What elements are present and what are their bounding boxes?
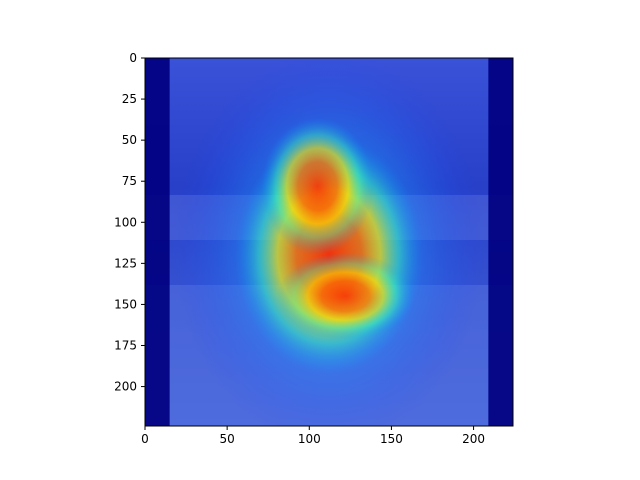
x-tick-label: 150 [380, 432, 403, 446]
heatmap-hotspot-2 [276, 252, 415, 340]
dark-border-1 [488, 58, 513, 426]
heatmap-hotspots [172, 58, 486, 426]
x-tick-label: 0 [141, 432, 149, 446]
x-tick-label: 200 [462, 432, 485, 446]
y-tick-label: 150 [114, 297, 137, 311]
y-tick-label: 125 [114, 256, 137, 270]
y-tick-label: 100 [114, 215, 137, 229]
y-tick-label: 200 [114, 380, 137, 394]
y-tick-label: 175 [114, 339, 137, 353]
y-tick-label: 50 [122, 133, 137, 147]
y-tick-label: 25 [122, 92, 137, 106]
x-axis: 0 50 100 150 200 [141, 426, 485, 446]
heatmap-hotspot-1 [261, 117, 374, 255]
y-tick-label: 75 [122, 174, 137, 188]
heatmap-dark-borders [145, 58, 513, 426]
x-tick-label: 100 [298, 432, 321, 446]
heatmap-plot [145, 58, 513, 426]
x-tick-label: 50 [220, 432, 235, 446]
dark-border-0 [145, 58, 170, 426]
plot-frame [144, 57, 514, 427]
y-tick-label: 0 [129, 51, 137, 65]
y-axis: 0 25 50 75 100 125 150 175 200 [114, 51, 145, 394]
